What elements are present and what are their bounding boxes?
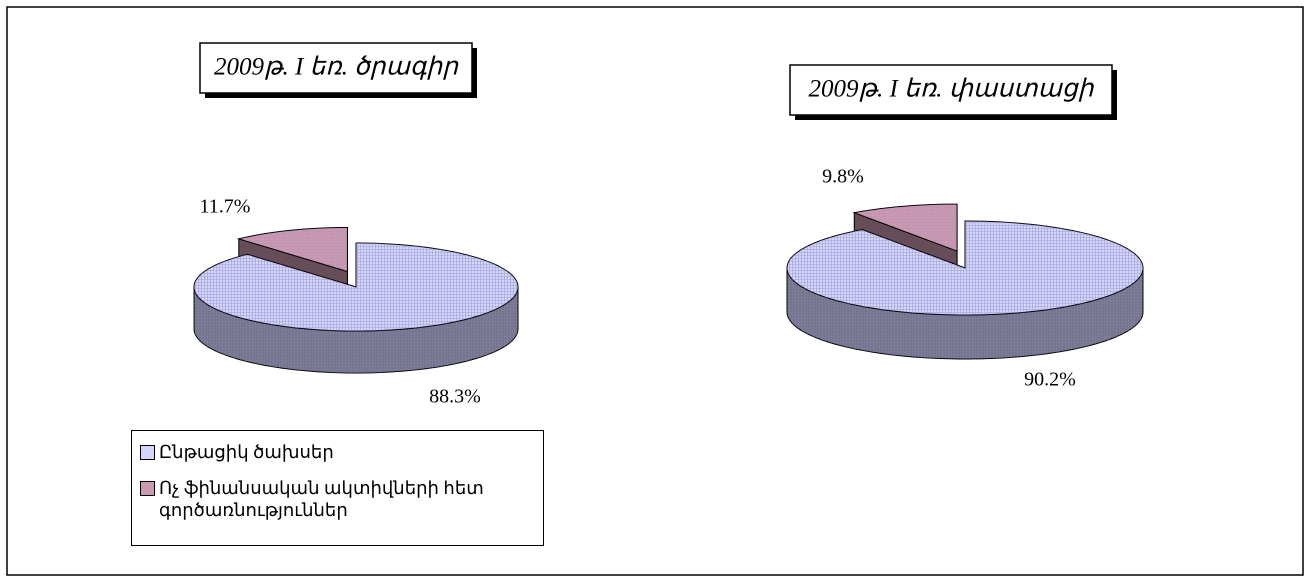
title-box <box>199 42 473 94</box>
frame <box>6 6 1304 576</box>
legend-label: Ընթացիկ ծախսեր <box>159 442 334 462</box>
legend-item: Ընթացիկ ծախսեր <box>140 441 535 463</box>
legend: Ընթացիկ ծախսեր Ոչ ֆինանսական ակտիվների հ… <box>131 430 544 546</box>
slice-top-pattern <box>238 227 348 272</box>
slice-top-pattern <box>194 243 518 331</box>
title-box <box>789 64 1113 116</box>
slice-top-pattern <box>854 204 958 252</box>
legend-swatch <box>140 481 155 496</box>
data-label: 11.7% <box>200 196 251 218</box>
slice-side-pattern <box>787 268 1143 359</box>
legend-item: Ոչ ֆինանսական ակտիվների հետ գործառնությո… <box>140 477 535 521</box>
legend-label: Ոչ ֆինանսական ակտիվների հետ գործառնությո… <box>159 478 484 520</box>
data-label: 88.3% <box>429 386 481 408</box>
chart-title: 2009թ. I եռ. փաստացի <box>809 76 1095 103</box>
slice-top-pattern <box>787 221 1143 315</box>
slice-side-pattern <box>194 287 518 373</box>
chart-title: 2009թ. I եռ. ծրագիր <box>214 54 459 81</box>
legend-swatch <box>140 445 155 460</box>
data-label: 9.8% <box>822 166 864 188</box>
data-label: 90.2% <box>1024 369 1076 391</box>
